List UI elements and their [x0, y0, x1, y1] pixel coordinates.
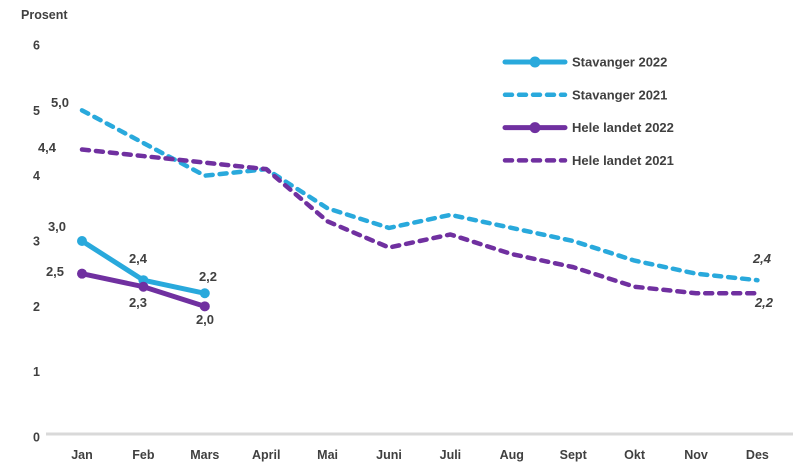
data-label: 2,5 [46, 264, 64, 279]
x-tick-label-aug: Aug [500, 448, 524, 462]
y-tick-label: 4 [33, 169, 40, 183]
legend-label-stavanger-2022: Stavanger 2022 [572, 55, 667, 70]
data-point-marker [138, 281, 149, 292]
data-label: 2,4 [752, 251, 772, 266]
x-tick-label-juli: Juli [440, 448, 462, 462]
series-line-stavanger-2021 [79, 108, 760, 283]
axis-unit-label: Prosent [21, 8, 68, 22]
legend-swatch-marker [529, 56, 541, 68]
legend-label-hele-landet-2021: Hele landet 2021 [572, 153, 674, 168]
x-tick-label-nov: Nov [684, 448, 708, 462]
x-tick-label-feb: Feb [132, 448, 155, 462]
x-tick-label-okt: Okt [624, 448, 646, 462]
x-tick-label-jan: Jan [71, 448, 93, 462]
data-labels: 5,0 4,4 3,0 2,5 2,4 2,3 2,2 2,0 2,4 2,2 [38, 95, 774, 327]
x-tick-label-des: Des [746, 448, 769, 462]
series-lines [77, 108, 760, 312]
data-label: 2,0 [196, 312, 214, 327]
legend-label-hele-landet-2022: Hele landet 2022 [572, 120, 674, 135]
y-tick-label: 0 [33, 431, 40, 445]
legend-label-stavanger-2021: Stavanger 2021 [572, 87, 667, 102]
data-point-marker [199, 301, 210, 312]
y-tick-label: 2 [33, 300, 40, 314]
x-tick-label-mars: Mars [190, 448, 219, 462]
data-point-marker [77, 236, 87, 247]
y-tick-label: 6 [33, 39, 40, 53]
data-label: 2,2 [199, 269, 217, 284]
y-tick-labels: 0 1 2 3 4 5 6 [33, 39, 40, 445]
x-tick-label-sept: Sept [560, 448, 588, 462]
y-tick-label: 5 [33, 104, 40, 118]
data-label: 2,2 [754, 295, 774, 310]
data-label: 2,3 [129, 295, 147, 310]
series-line-hele-landet-2021 [79, 147, 760, 296]
chart-legend: Stavanger 2022 Stavanger 2021 Hele landet … [502, 55, 674, 168]
y-tick-label: 1 [33, 365, 40, 379]
y-tick-label: 3 [33, 235, 40, 249]
x-tick-labels: Jan Feb Mars April Mai Juni Juli Aug Sept Okt Nov D… [71, 448, 769, 462]
data-point-marker [199, 288, 210, 299]
x-tick-label-juni: Juni [376, 448, 402, 462]
x-tick-label-mai: Mai [317, 448, 338, 462]
data-point-marker [77, 268, 87, 279]
data-label: 2,4 [129, 251, 148, 266]
data-label: 4,4 [38, 140, 57, 155]
x-tick-label-april: April [252, 448, 280, 462]
legend-swatch-marker [529, 122, 541, 134]
data-label: 3,0 [48, 219, 66, 234]
data-label: 5,0 [51, 95, 69, 110]
